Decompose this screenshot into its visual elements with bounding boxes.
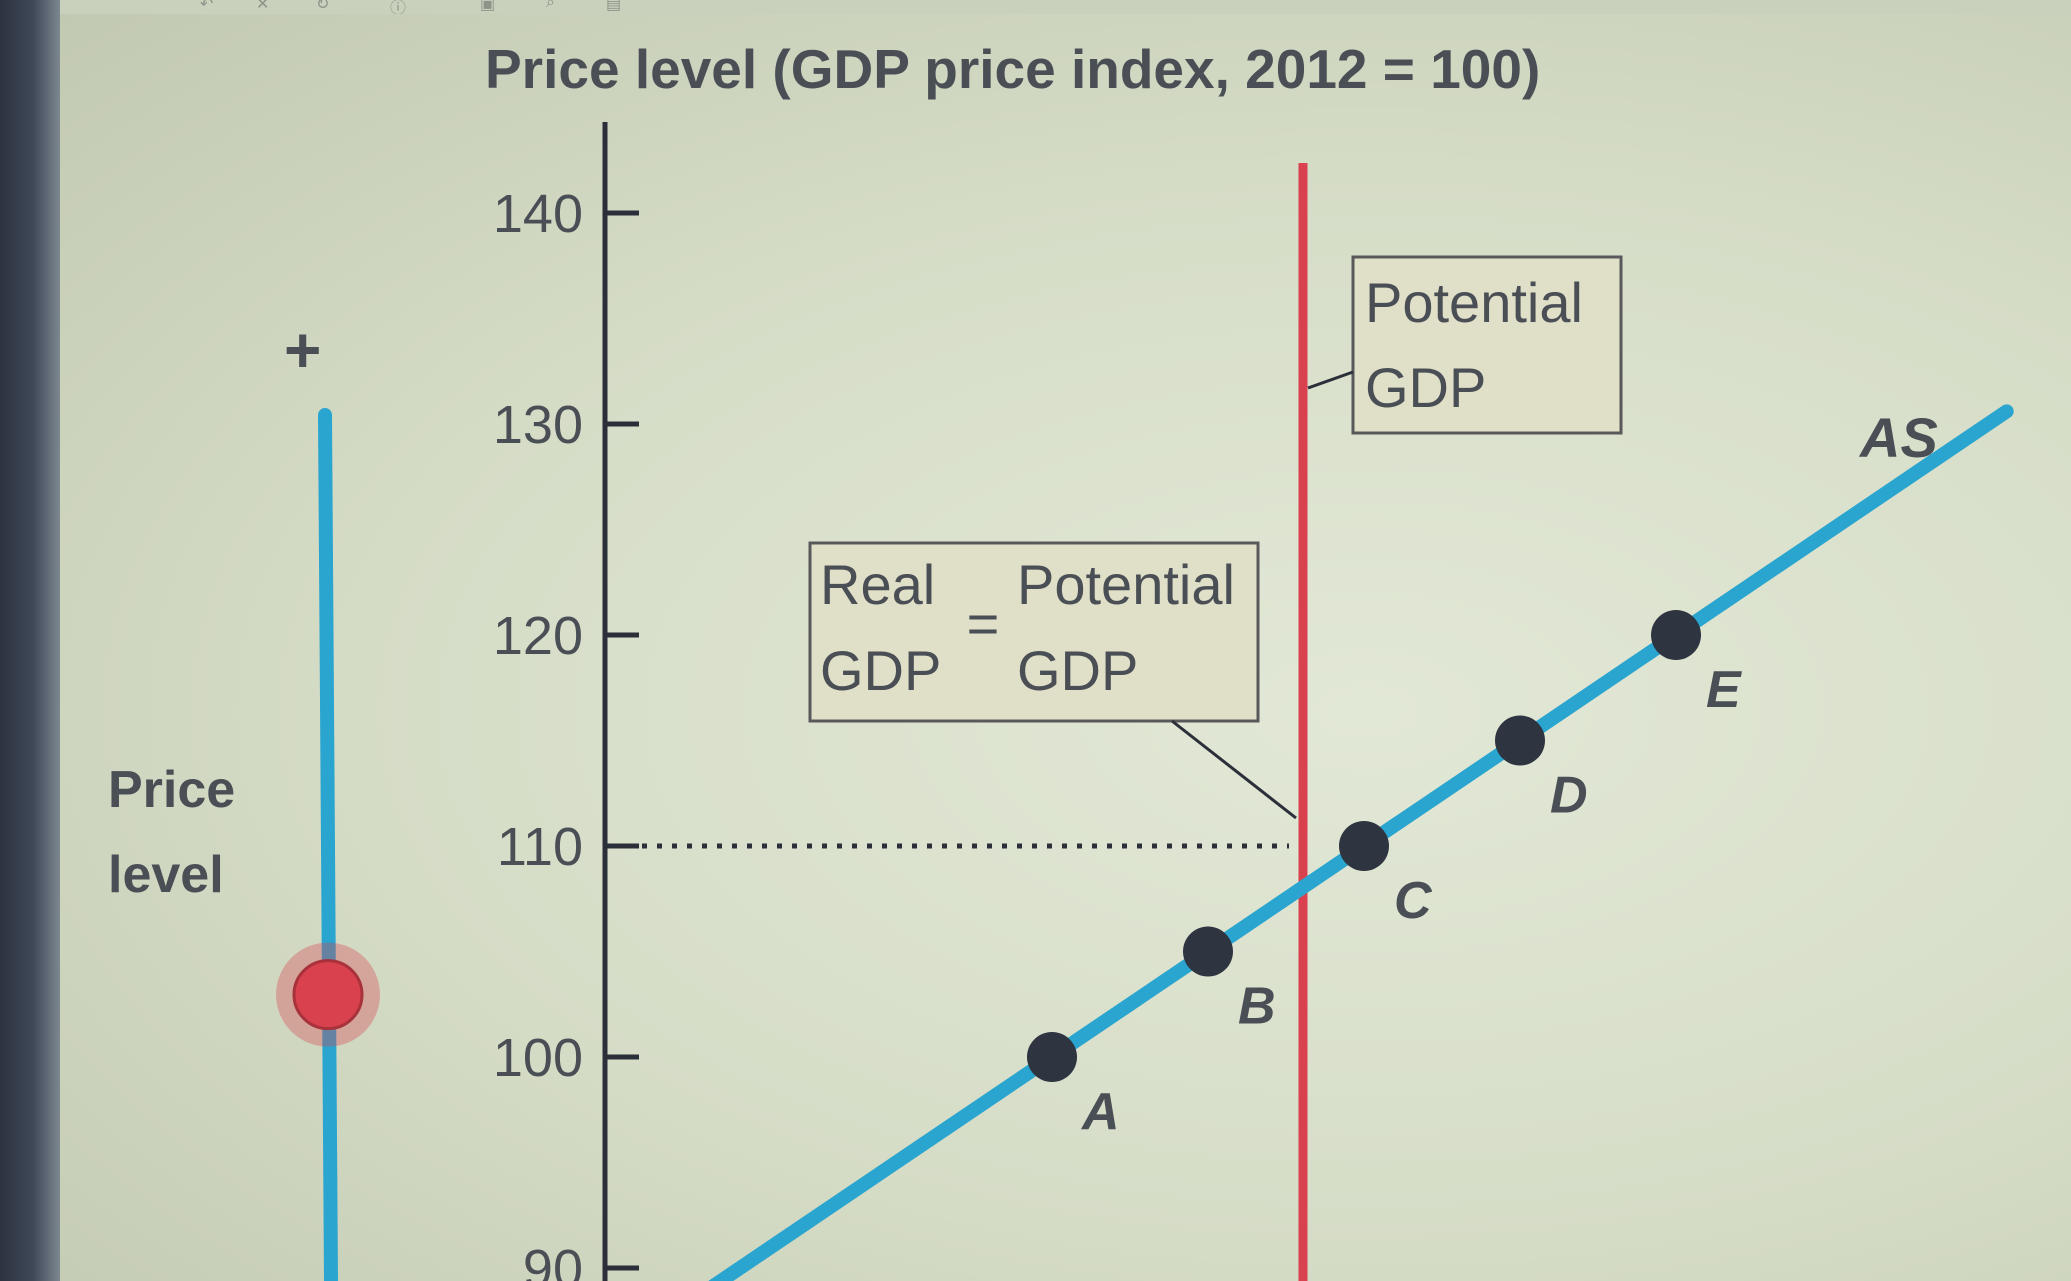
equality-left-line1: Real [820,553,935,616]
as-point-e[interactable] [1651,610,1701,660]
potential-gdp-label-box [1351,255,1623,435]
as-point-label: D [1550,767,1588,825]
as-point-label: A [1080,1083,1120,1141]
monitor-bezel [0,0,60,1281]
search-icon[interactable]: ⌕ [546,0,555,11]
potential-gdp-leader [1307,370,1354,390]
toolbar-strip: ↶ ✕ ↻ ⓘ ▣ ⌕ ▤ [60,0,2071,17]
close-icon[interactable]: ✕ [256,0,270,13]
y-tick-label: 110 [497,817,583,877]
equality-right-line1: Potential [1017,553,1235,616]
slider-handle[interactable] [292,959,364,1031]
as-point-d[interactable] [1495,715,1545,766]
slider-label-line2: level [108,846,224,904]
as-point-label: E [1706,661,1742,719]
y-tick-label: 120 [493,606,583,666]
y-tick-label: 100 [493,1028,583,1088]
as-curve-label: AS [1858,406,1938,469]
as-curve-line [708,404,2014,1281]
info-icon[interactable]: ⓘ [390,0,407,17]
slider-track[interactable] [318,408,338,1281]
save-icon[interactable]: ▣ [480,0,496,13]
y-tick-label: 130 [493,395,583,455]
equality-sign: = [967,592,1000,655]
equality-leader [1171,719,1297,820]
equality-left-line2: GDP [820,639,941,702]
y-tick-label: 140 [493,184,583,244]
equality-right-line2: GDP [1017,639,1138,702]
y-tick-label: 90 [523,1239,583,1281]
print-icon[interactable]: ▤ [606,0,622,13]
slider-plus-icon: + [284,314,322,386]
potential-box-line1: Potential [1365,271,1583,334]
equality-label-box [808,541,1260,723]
as-point-c[interactable] [1339,821,1389,871]
slider-label-line1: Price [108,761,236,819]
as-point-label: B [1238,978,1276,1036]
potential-box-line2: GDP [1365,356,1486,419]
as-point-b[interactable] [1183,926,1233,977]
as-point-a[interactable] [1027,1032,1077,1082]
undo-icon[interactable]: ↶ [200,0,214,13]
as-point-label: C [1394,872,1433,930]
chart-title: Price level (GDP price index, 2012 = 100… [485,38,1540,100]
refresh-icon[interactable]: ↻ [316,0,330,13]
